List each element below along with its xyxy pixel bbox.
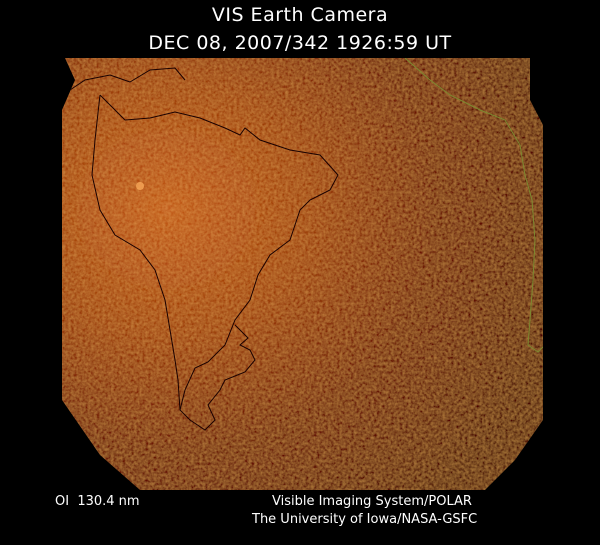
instrument: Visible Imaging System/POLAR bbox=[272, 494, 472, 509]
title: VIS Earth Camera bbox=[211, 4, 389, 26]
coastline bbox=[91, 94, 181, 411]
wavelength: OI 130.4 nm bbox=[55, 494, 140, 509]
coastline bbox=[69, 67, 186, 91]
coastline bbox=[404, 58, 543, 353]
institution: The University of Iowa/NASA-GSFC bbox=[252, 512, 478, 527]
camera-frame bbox=[62, 58, 543, 490]
bright-spot bbox=[136, 182, 144, 190]
coastline bbox=[99, 94, 339, 431]
timestamp: DEC 08, 2007/342 1926:59 UT bbox=[148, 32, 452, 54]
